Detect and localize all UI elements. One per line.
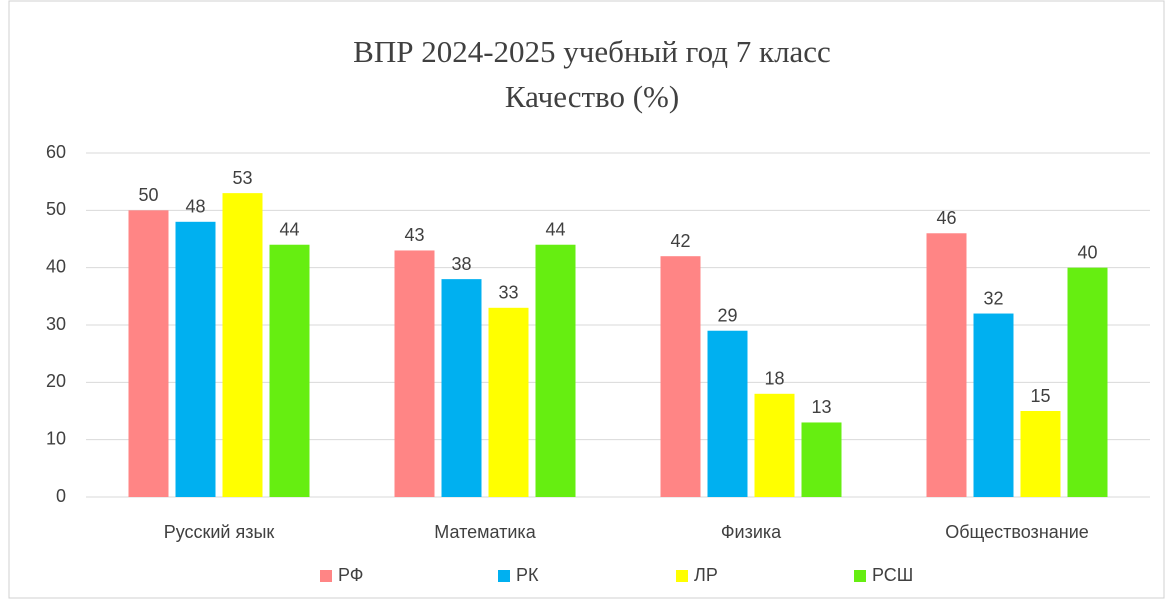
bar bbox=[394, 250, 435, 497]
y-tick-label: 30 bbox=[46, 314, 66, 334]
data-label: 33 bbox=[498, 283, 518, 303]
data-label: 46 bbox=[936, 208, 956, 228]
y-tick-label: 60 bbox=[46, 142, 66, 162]
legend-swatch bbox=[676, 570, 688, 582]
data-label: 15 bbox=[1030, 386, 1050, 406]
bar bbox=[222, 193, 263, 497]
x-tick-label: Русский язык bbox=[164, 522, 275, 542]
bar bbox=[707, 330, 748, 497]
bar bbox=[926, 233, 967, 497]
chart-title: ВПР 2024-2025 учебный год 7 класс bbox=[353, 34, 831, 69]
data-label: 13 bbox=[811, 397, 831, 417]
data-label: 38 bbox=[451, 254, 471, 274]
data-label: 48 bbox=[185, 197, 205, 217]
legend-swatch bbox=[498, 570, 510, 582]
legend-label: РФ bbox=[338, 565, 364, 585]
y-tick-label: 20 bbox=[46, 371, 66, 391]
data-label: 53 bbox=[232, 168, 252, 188]
y-tick-label: 0 bbox=[56, 486, 66, 506]
data-label: 42 bbox=[670, 231, 690, 251]
bar bbox=[128, 210, 169, 498]
y-tick-label: 10 bbox=[46, 428, 66, 448]
bar bbox=[175, 221, 216, 498]
bar bbox=[1067, 267, 1108, 497]
x-tick-label: Математика bbox=[434, 522, 536, 542]
chart-subtitle: Качество (%) bbox=[505, 79, 679, 114]
bar bbox=[973, 313, 1014, 497]
legend-swatch bbox=[854, 570, 866, 582]
x-tick-label: Обществознание bbox=[945, 522, 1089, 542]
y-tick-label: 40 bbox=[46, 256, 66, 276]
legend-label: РК bbox=[516, 565, 539, 585]
bar bbox=[1020, 411, 1061, 497]
bar bbox=[801, 422, 842, 497]
data-label: 43 bbox=[404, 225, 424, 245]
data-label: 32 bbox=[983, 288, 1003, 308]
data-label: 40 bbox=[1077, 242, 1097, 262]
y-tick-label: 50 bbox=[46, 199, 66, 219]
data-label: 50 bbox=[138, 185, 158, 205]
bar bbox=[441, 279, 482, 497]
data-label: 44 bbox=[279, 219, 299, 239]
data-label: 44 bbox=[545, 219, 565, 239]
bar bbox=[660, 256, 701, 497]
x-tick-label: Физика bbox=[721, 522, 782, 542]
legend-label: РСШ bbox=[872, 565, 913, 585]
bar bbox=[754, 393, 795, 497]
data-label: 18 bbox=[764, 369, 784, 389]
bar bbox=[535, 244, 576, 497]
bar bbox=[488, 307, 529, 497]
legend-swatch bbox=[320, 570, 332, 582]
data-label: 29 bbox=[717, 305, 737, 325]
legend-label: ЛР bbox=[694, 565, 718, 585]
bar bbox=[269, 244, 310, 497]
